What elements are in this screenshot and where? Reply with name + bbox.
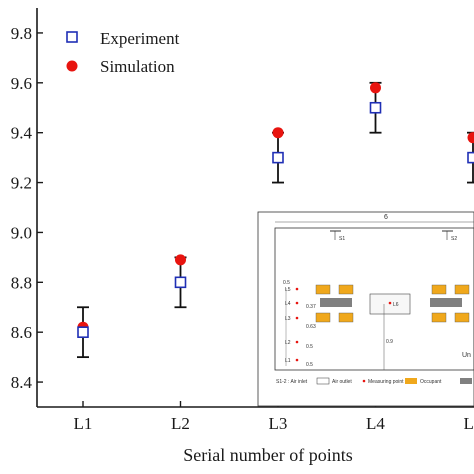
inlet-s2-label: S2: [451, 236, 457, 242]
x-tick-label: L3: [269, 414, 288, 433]
inset-legend-occupant: Occupant: [420, 379, 442, 385]
measuring-point-l1: [295, 358, 299, 362]
inset-un-label: Un: [462, 352, 471, 359]
x-tick-label: L4: [366, 414, 385, 433]
desk-right: [430, 298, 462, 307]
inset-dimension-label: 6: [384, 214, 388, 221]
x-tick-label: L2: [171, 414, 190, 433]
legend-experiment-marker: [66, 31, 78, 43]
label-l4: L4: [285, 301, 291, 307]
y-tick-label: 8.8: [11, 273, 32, 292]
label-l1: L1: [285, 358, 291, 364]
simulation-point: [467, 132, 474, 144]
x-ticks: L1 L2 L3 L4 L5: [74, 401, 474, 433]
simulation-point: [370, 82, 381, 94]
occupant-right-bottom-1: [431, 312, 447, 323]
y-tick-label: 9.2: [11, 174, 32, 193]
occupant-right-top-1: [431, 284, 447, 295]
simulation-point: [175, 254, 186, 266]
occupant-left-bottom-2: [338, 312, 354, 323]
label-l3: L3: [285, 316, 291, 322]
label-l2: L2: [285, 340, 291, 346]
y-tick-label: 8.4: [11, 373, 33, 392]
y-ticks: 8.4 8.6 8.8 9.0 9.2 9.4 9.6 9.8: [11, 24, 43, 392]
legend-simulation-marker: [66, 60, 78, 72]
y-tick-label: 9.4: [11, 124, 33, 143]
occupant-right-bottom-2: [454, 312, 470, 323]
y-tick-label: 8.6: [11, 323, 32, 342]
occupant-right-top-2: [454, 284, 470, 295]
occupant-left-top-1: [315, 284, 331, 295]
legend-experiment-label: Experiment: [100, 29, 180, 48]
inset-legend-outlet-swatch: [316, 377, 330, 385]
x-axis-title: Serial number of points: [183, 445, 352, 465]
inset-background: [257, 211, 474, 407]
experiment-point: [369, 101, 382, 114]
dim-09: 0.9: [386, 339, 393, 345]
occupant-left-bottom-1: [315, 312, 331, 323]
inset-legend-point: Measuring point: [368, 379, 404, 385]
measuring-point-l5: [295, 287, 299, 291]
experiment-point: [77, 326, 89, 338]
inset-legend-inlet: S1-2 : Air inlet: [276, 379, 308, 385]
inlet-s1-label: S1: [339, 236, 345, 242]
x-tick-label: L5: [464, 414, 474, 433]
experiment-point: [272, 151, 284, 164]
legend-simulation-label: Simulation: [100, 57, 175, 76]
y-tick-label: 9.6: [11, 74, 32, 93]
experiment-points: [77, 101, 474, 338]
inset-legend-desk-swatch: [460, 378, 472, 384]
y-tick-label: 9.0: [11, 223, 32, 242]
measuring-point-l2: [295, 340, 299, 344]
label-l6: L6: [393, 302, 399, 308]
occupant-left-top-2: [338, 284, 354, 295]
legend: Experiment Simulation: [66, 29, 180, 76]
dim-05-top: 0.5: [283, 280, 290, 286]
inset-legend-point-swatch: [362, 379, 366, 383]
dim-037: 0.37: [306, 304, 316, 310]
inset-legend-outlet: Air outlet: [332, 379, 352, 385]
measuring-point-l6: [388, 301, 392, 305]
dim-063: 0.63: [306, 324, 316, 330]
experiment-point: [467, 151, 474, 164]
inset-diagram: 6 S1 S2 L5 L4 L3 L2 L1 0.5 0.37 0.63 0.5…: [257, 211, 474, 407]
label-l5: L5: [285, 287, 291, 293]
y-tick-label: 9.8: [11, 24, 32, 43]
simulation-point: [272, 127, 284, 139]
x-tick-label: L1: [74, 414, 93, 433]
inset-room: [274, 227, 474, 371]
experiment-point: [174, 276, 187, 289]
inset-legend-occupant-swatch: [405, 378, 417, 384]
desk-left: [320, 298, 352, 307]
dim-05-mid: 0.5: [306, 344, 313, 350]
dim-05-low: 0.5: [306, 362, 313, 368]
measuring-point-l4: [295, 301, 299, 305]
measuring-point-l3: [295, 316, 299, 320]
axes: [36, 8, 474, 408]
